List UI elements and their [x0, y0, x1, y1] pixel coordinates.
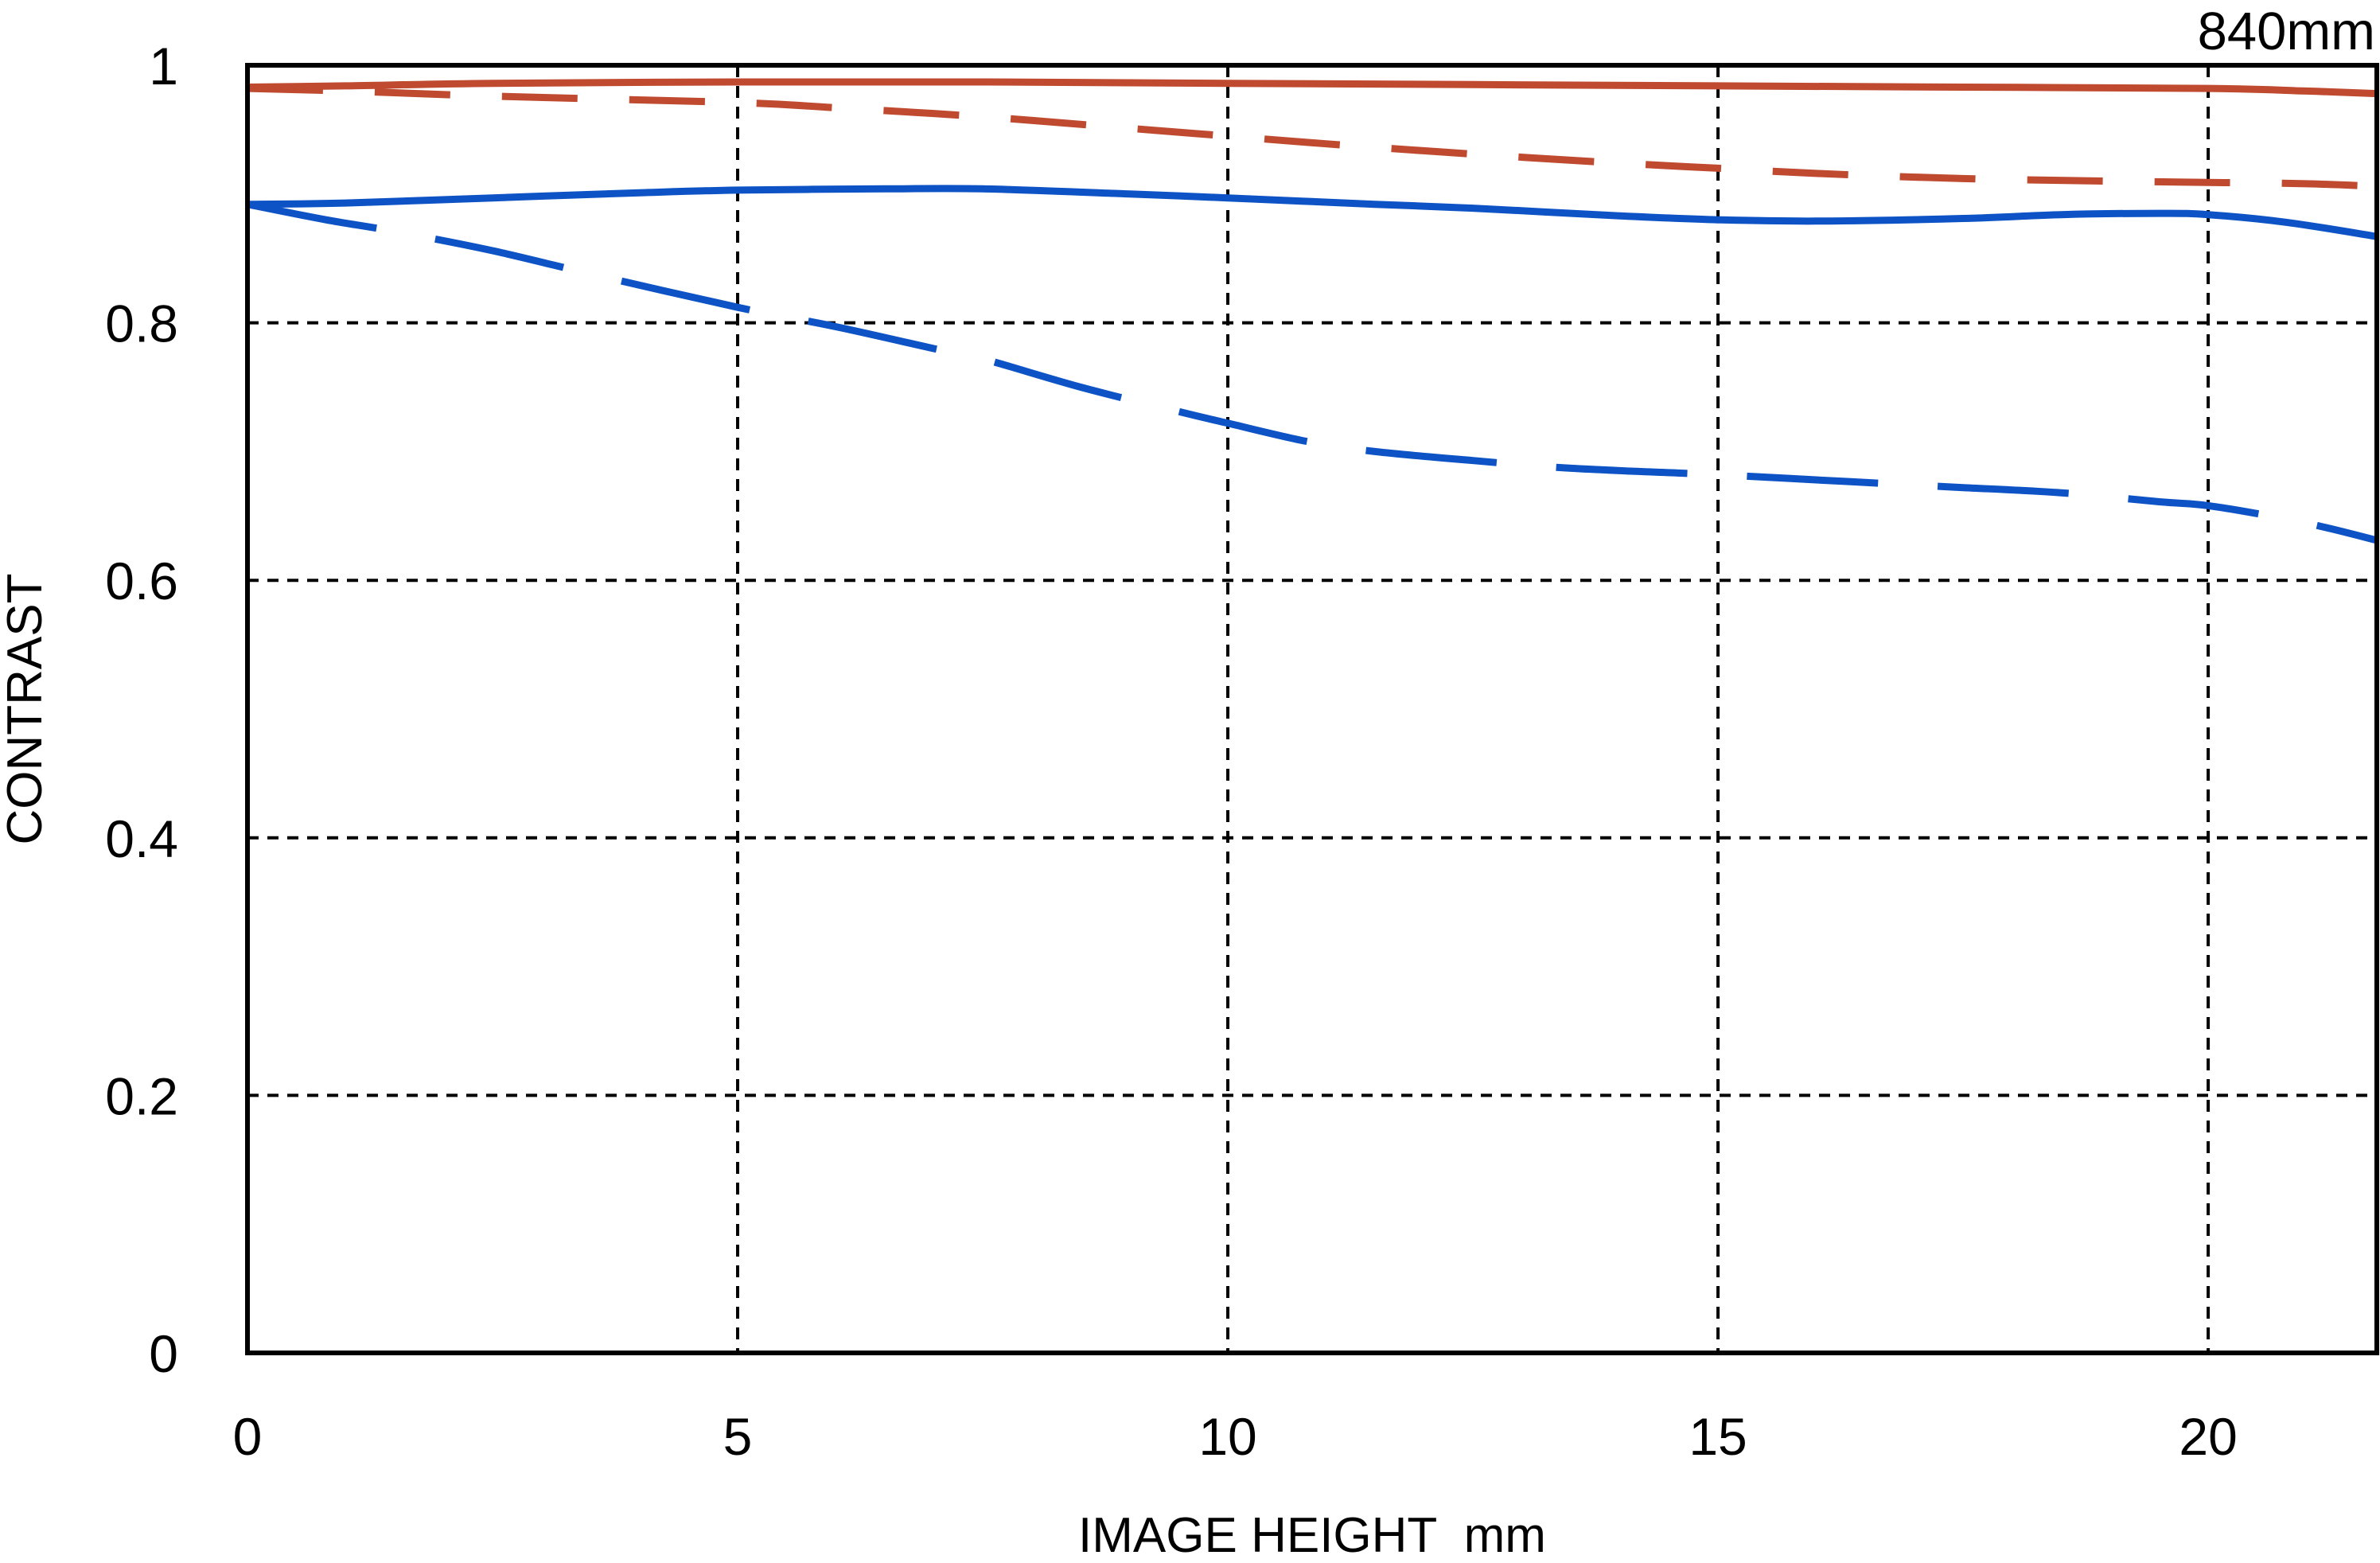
- x-tick-label: 20: [2179, 1407, 2237, 1466]
- y-tick-label: 1: [149, 37, 178, 95]
- y-axis-title: CONTRAST: [0, 574, 53, 845]
- grid-layer: [247, 65, 2377, 1353]
- y-tick-label: 0: [149, 1324, 178, 1383]
- x-tick-label: 0: [233, 1407, 263, 1466]
- y-tick-label: 0.6: [105, 552, 178, 610]
- x-tick-label: 10: [1198, 1407, 1256, 1466]
- y-tick-label: 0.4: [105, 809, 178, 868]
- curve-red-dashed: [247, 84, 2378, 190]
- curve-blue-solid: [247, 185, 2378, 240]
- y-tick-label: 0.8: [105, 294, 178, 353]
- x-tick-label: 5: [723, 1407, 753, 1466]
- focal-length-label: 840mm: [2198, 2, 2375, 61]
- x-tick-label: 15: [1689, 1407, 1747, 1466]
- curve-blue-dashed: [247, 201, 2378, 544]
- plot-border: [245, 63, 2379, 1355]
- curve-red-solid: [247, 78, 2378, 98]
- tick-layer: 0 5 10 15 20 0 0.2 0.4 0.6 0.8 1: [105, 37, 2238, 1466]
- curve-layer: [247, 78, 2378, 544]
- x-axis-title: IMAGE HEIGHT mm: [1078, 1508, 1546, 1563]
- y-tick-label: 0.2: [105, 1066, 178, 1125]
